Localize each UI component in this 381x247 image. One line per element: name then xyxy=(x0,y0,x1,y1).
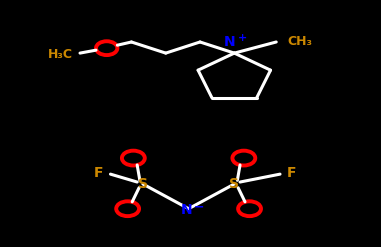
Text: −: − xyxy=(194,201,205,214)
Text: S: S xyxy=(229,177,239,191)
Text: F: F xyxy=(287,166,296,180)
Text: F: F xyxy=(94,166,104,180)
Text: N: N xyxy=(224,35,235,49)
Text: H₃C: H₃C xyxy=(47,48,72,61)
Text: N: N xyxy=(181,203,192,217)
Text: S: S xyxy=(138,177,148,191)
Text: +: + xyxy=(238,33,247,43)
Text: CH₃: CH₃ xyxy=(288,36,313,48)
